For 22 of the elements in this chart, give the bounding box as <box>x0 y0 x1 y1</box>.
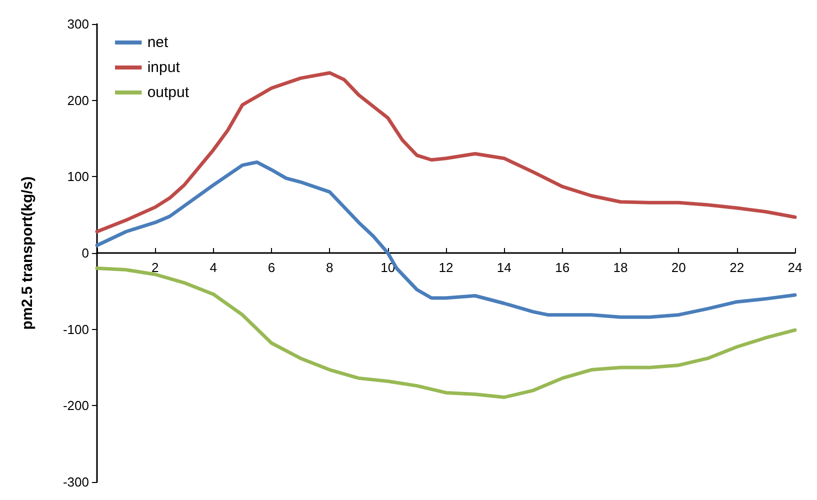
y-tick-label: 200 <box>67 92 89 108</box>
x-tick-label: 8 <box>326 260 334 275</box>
x-tick-label: 6 <box>268 260 276 275</box>
legend-label: input <box>147 59 181 76</box>
x-tick-label: 14 <box>496 260 512 275</box>
y-tick-label: 0 <box>82 246 89 260</box>
y-tick-label: -300 <box>62 474 89 490</box>
y-tick-label: -100 <box>62 322 89 337</box>
x-tick-label: 22 <box>730 260 744 275</box>
x-tick-label: 20 <box>671 260 686 275</box>
y-axis-title: pm2.5 transport(kg/s) <box>19 176 36 330</box>
y-tick-label: 100 <box>67 169 89 184</box>
y-tick-label: -200 <box>62 398 89 414</box>
x-tick-label: 18 <box>613 260 628 275</box>
x-tick-label: 12 <box>438 260 454 275</box>
legend-label: output <box>147 84 190 101</box>
x-tick-label: 24 <box>788 260 802 275</box>
x-tick-label: 4 <box>210 260 217 275</box>
y-tick-label: 300 <box>67 16 89 32</box>
x-tick-label: 2 <box>152 260 159 275</box>
legend-label: net <box>147 34 170 51</box>
x-tick-label: 16 <box>555 260 570 275</box>
